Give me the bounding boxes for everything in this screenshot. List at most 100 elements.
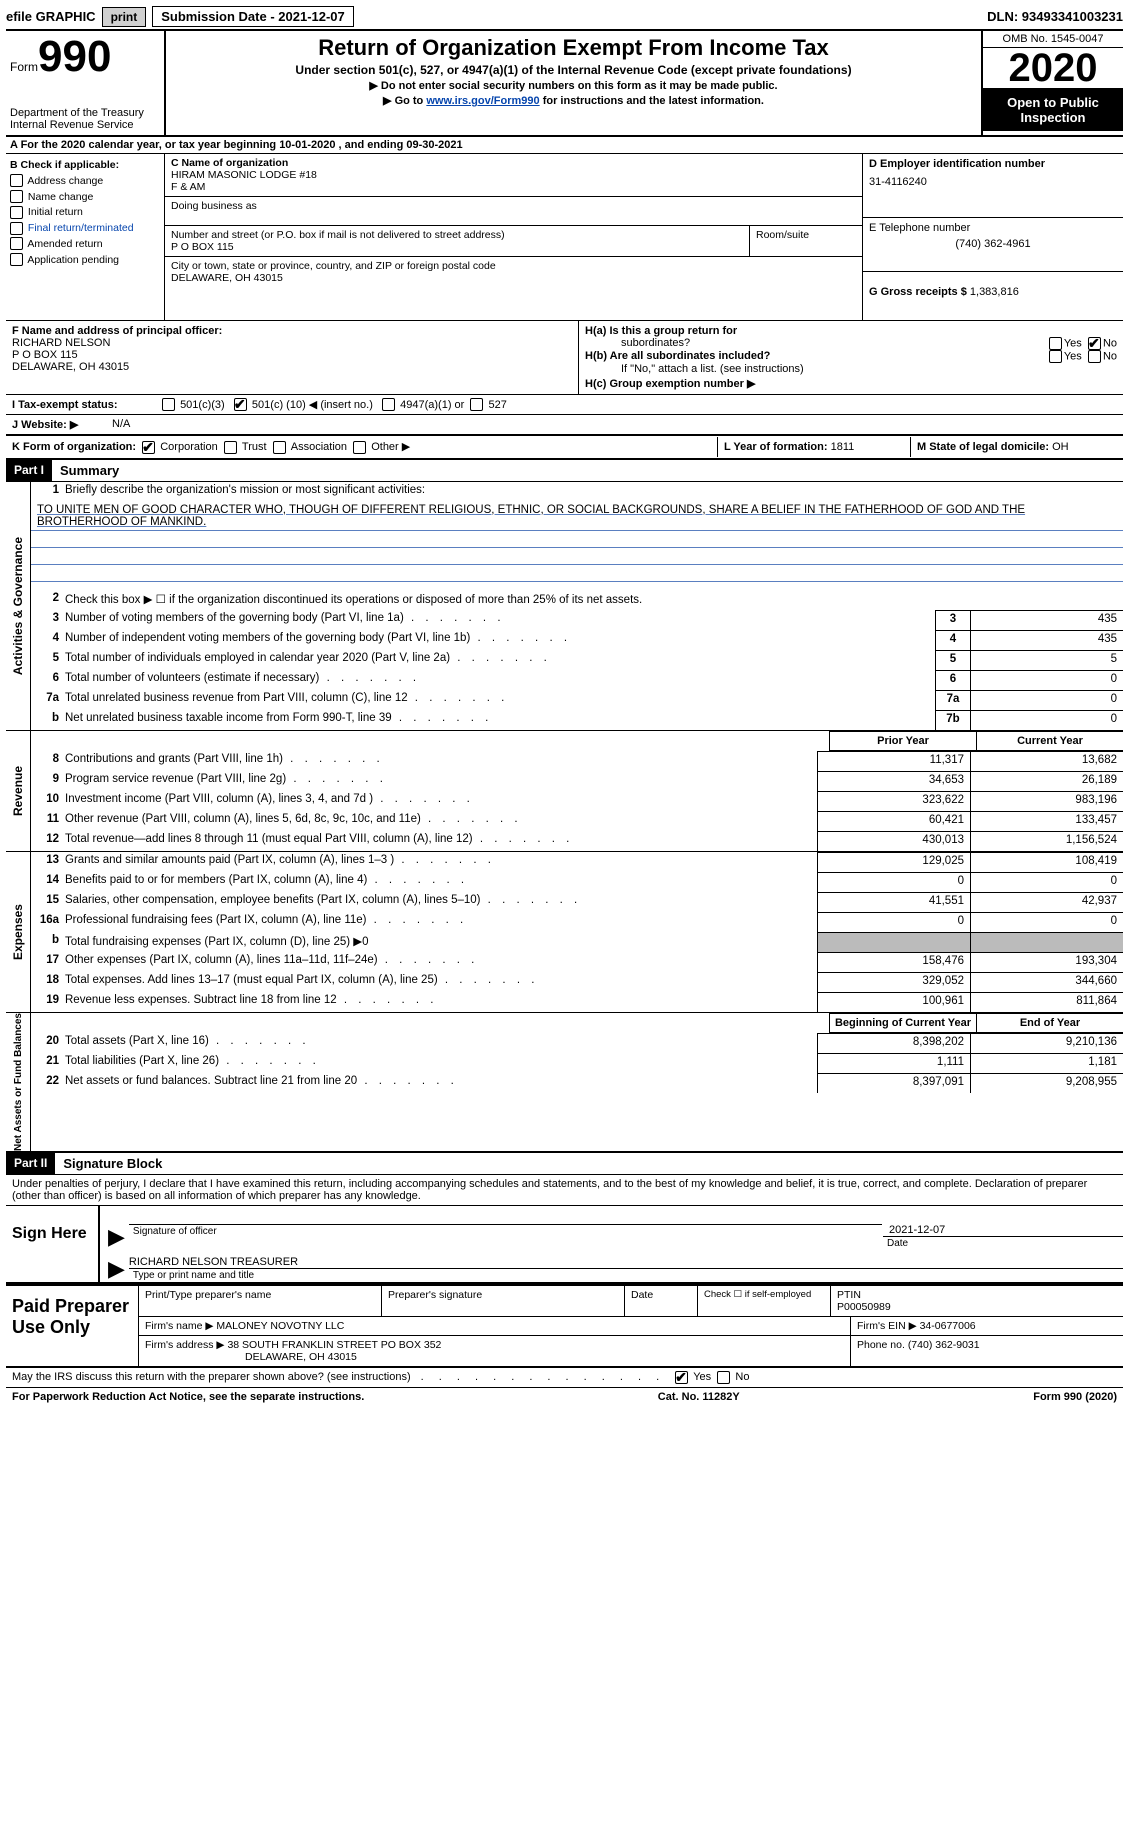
street-value: P O BOX 115: [171, 241, 743, 253]
k-corp-checkbox[interactable]: [142, 441, 155, 454]
inspection-badge: Open to Public Inspection: [983, 89, 1123, 131]
vtab-net-assets: Net Assets or Fund Balances: [6, 1013, 31, 1151]
cb-address[interactable]: Address change: [10, 174, 160, 190]
print-button[interactable]: print: [102, 7, 147, 27]
cb-name[interactable]: Name change: [10, 190, 160, 206]
k-other-checkbox[interactable]: [353, 441, 366, 454]
part2-header-row: Part II Signature Block: [6, 1153, 1123, 1175]
gross-block: G Gross receipts $ 1,383,816: [863, 272, 1123, 320]
k-trust-checkbox[interactable]: [224, 441, 237, 454]
summary-line: 5Total number of individuals employed in…: [31, 650, 1123, 670]
name-title-label: Type or print name and title: [129, 1268, 1123, 1282]
ein-value: 31-4116240: [869, 176, 1117, 188]
phone-block: E Telephone number (740) 362-4961: [863, 218, 1123, 272]
k-assoc-checkbox[interactable]: [273, 441, 286, 454]
i-501c-checkbox[interactable]: [234, 398, 247, 411]
cat-number: Cat. No. 11282Y: [658, 1391, 740, 1403]
summary-line: 3Number of voting members of the governi…: [31, 610, 1123, 630]
pra-notice: For Paperwork Reduction Act Notice, see …: [12, 1391, 364, 1403]
preparer-label: Paid Preparer Use Only: [6, 1286, 138, 1366]
form-number: 990: [38, 32, 111, 81]
line-2: 2 Check this box ▶ ☐ if the organization…: [31, 590, 1123, 610]
summary-line: bNet unrelated business taxable income f…: [31, 710, 1123, 730]
dba-block: Doing business as: [165, 197, 862, 226]
org-name-1: HIRAM MASONIC LODGE #18: [171, 169, 856, 181]
summary-line: 16aProfessional fundraising fees (Part I…: [31, 912, 1123, 932]
tax-year: 2020: [983, 48, 1123, 89]
efile-label: efile GRAPHIC: [6, 9, 96, 24]
ruled-line: [31, 531, 1123, 548]
net-header: Beginning of Current Year End of Year: [31, 1013, 1123, 1033]
header-left: Form990 Department of the Treasury Inter…: [6, 31, 166, 135]
summary-line: 9Program service revenue (Part VIII, lin…: [31, 771, 1123, 791]
arrow-line-2: ▶ Go to www.irs.gov/Form990 for instruct…: [174, 94, 973, 107]
section-i: I Tax-exempt status: 501(c)(3) 501(c) (1…: [6, 395, 1123, 415]
form-title: Return of Organization Exempt From Incom…: [174, 35, 973, 61]
section-bcd: B Check if applicable: Address change Na…: [6, 154, 1123, 321]
firm-ein: 34-0677006: [920, 1320, 976, 1332]
gross-value: 1,383,816: [970, 286, 1019, 298]
vtab-expenses: Expenses: [6, 852, 31, 1012]
ruled-line: [31, 565, 1123, 582]
part1-title: Summary: [52, 460, 127, 481]
section-d: D Employer identification number 31-4116…: [862, 154, 1123, 320]
summary-line: 18Total expenses. Add lines 13–17 (must …: [31, 972, 1123, 992]
form-subtitle: Under section 501(c), 527, or 4947(a)(1)…: [174, 63, 973, 77]
section-j: J Website: ▶ N/A: [6, 415, 1123, 436]
line-1: 1 Briefly describe the organization's mi…: [31, 482, 1123, 502]
summary-line: 4Number of independent voting members of…: [31, 630, 1123, 650]
section-c: C Name of organization HIRAM MASONIC LOD…: [165, 154, 862, 320]
sign-here-block: Sign Here ▶ Signature of officer 2021-12…: [6, 1206, 1123, 1284]
discuss-no-checkbox[interactable]: [717, 1371, 730, 1384]
cb-amended[interactable]: Amended return: [10, 237, 160, 253]
summary-line: 19Revenue less expenses. Subtract line 1…: [31, 992, 1123, 1012]
section-activities-governance: Activities & Governance 1 Briefly descri…: [6, 482, 1123, 731]
phone-value: (740) 362-4961: [869, 238, 1117, 250]
hb-no-checkbox[interactable]: [1088, 350, 1101, 363]
part1-header-row: Part I Summary: [6, 460, 1123, 482]
city-block: City or town, state or province, country…: [165, 257, 862, 287]
hb-yes-checkbox[interactable]: [1049, 350, 1062, 363]
section-fh: F Name and address of principal officer:…: [6, 321, 1123, 395]
ruled-line: [31, 548, 1123, 565]
section-klm: K Form of organization: Corporation Trus…: [6, 436, 1123, 460]
sign-here-label: Sign Here: [6, 1206, 98, 1282]
summary-line: 13Grants and similar amounts paid (Part …: [31, 852, 1123, 872]
summary-line: 8Contributions and grants (Part VIII, li…: [31, 751, 1123, 771]
sig-officer-field: Signature of officer: [129, 1224, 882, 1250]
officer-addr2: DELAWARE, OH 43015: [12, 361, 572, 373]
summary-line: 11Other revenue (Part VIII, column (A), …: [31, 811, 1123, 831]
i-527-checkbox[interactable]: [470, 398, 483, 411]
section-expenses: Expenses 13Grants and similar amounts pa…: [6, 852, 1123, 1013]
firm-addr1: 38 SOUTH FRANKLIN STREET PO BOX 352: [227, 1339, 441, 1351]
i-4947-checkbox[interactable]: [382, 398, 395, 411]
firm-addr2: DELAWARE, OH 43015: [245, 1351, 357, 1363]
form-badge: Form 990 (2020): [1033, 1391, 1117, 1403]
cb-initial[interactable]: Initial return: [10, 205, 160, 221]
summary-line: 17Other expenses (Part IX, column (A), l…: [31, 952, 1123, 972]
prep-date-h: Date: [625, 1286, 698, 1316]
topbar: efile GRAPHIC print Submission Date - 20…: [6, 6, 1123, 31]
mission-text: TO UNITE MEN OF GOOD CHARACTER WHO, THOU…: [31, 502, 1123, 531]
header-right: OMB No. 1545-0047 2020 Open to Public In…: [981, 31, 1123, 135]
header-center: Return of Organization Exempt From Incom…: [166, 31, 981, 135]
preparer-block: Paid Preparer Use Only Print/Type prepar…: [6, 1284, 1123, 1368]
officer-name-title: RICHARD NELSON TREASURER: [129, 1256, 1123, 1268]
summary-line: 22Net assets or fund balances. Subtract …: [31, 1073, 1123, 1093]
ein-block: D Employer identification number 31-4116…: [863, 154, 1123, 218]
summary-line: 20Total assets (Part X, line 16) . . . .…: [31, 1033, 1123, 1053]
penalties-text: Under penalties of perjury, I declare th…: [6, 1175, 1123, 1206]
summary-line: 21Total liabilities (Part X, line 26) . …: [31, 1053, 1123, 1073]
discuss-yes-checkbox[interactable]: [675, 1371, 688, 1384]
discuss-row: May the IRS discuss this return with the…: [6, 1368, 1123, 1387]
ha-no-checkbox[interactable]: [1088, 337, 1101, 350]
cb-pending[interactable]: Application pending: [10, 253, 160, 269]
dept-label: Department of the Treasury Internal Reve…: [10, 107, 160, 131]
ha-yes-checkbox[interactable]: [1049, 337, 1062, 350]
i-501c3-checkbox[interactable]: [162, 398, 175, 411]
prep-name-h: Print/Type preparer's name: [139, 1286, 382, 1316]
website-value: N/A: [112, 418, 130, 431]
irs-link[interactable]: www.irs.gov/Form990: [426, 95, 539, 107]
arrow-icon: ▶: [108, 1224, 125, 1250]
cb-final[interactable]: Final return/terminated: [10, 221, 160, 237]
